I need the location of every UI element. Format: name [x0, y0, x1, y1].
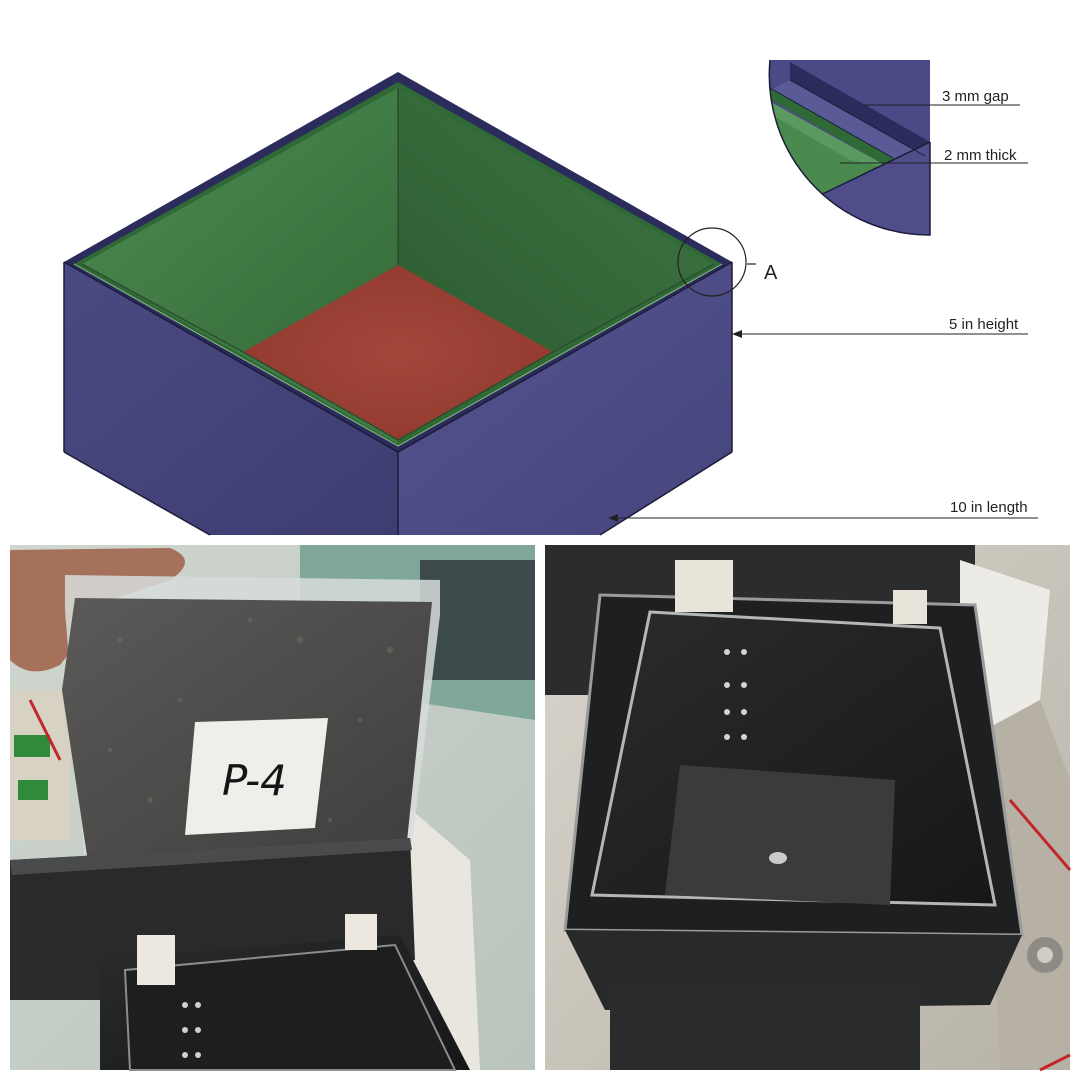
sample-bag-label: P-4	[222, 756, 287, 805]
box-diagram: A 5 in height 10 in length	[63, 72, 1038, 536]
thickness-label: 2 mm thick	[944, 147, 1017, 164]
height-label: 5 in height	[949, 316, 1019, 333]
sample-label-paper	[185, 718, 328, 835]
outer-right-face	[398, 262, 732, 535]
detail-circle-a	[677, 227, 747, 297]
photo-sample-bag: P-4	[10, 545, 535, 1071]
detail-view-a: 3 mm gap 2 mm thick	[768, 59, 1028, 236]
outer-left-face	[64, 262, 398, 535]
inner-wall-left	[82, 88, 398, 352]
length-label: 10 in length	[950, 499, 1028, 516]
gap-label: 3 mm gap	[942, 88, 1009, 105]
inner-wall-right	[398, 88, 714, 352]
detail-marker-label: A	[764, 262, 778, 284]
photo-nested-bins	[545, 545, 1072, 1072]
inner-wall-front-left	[82, 264, 398, 444]
inner-floor	[243, 265, 553, 440]
